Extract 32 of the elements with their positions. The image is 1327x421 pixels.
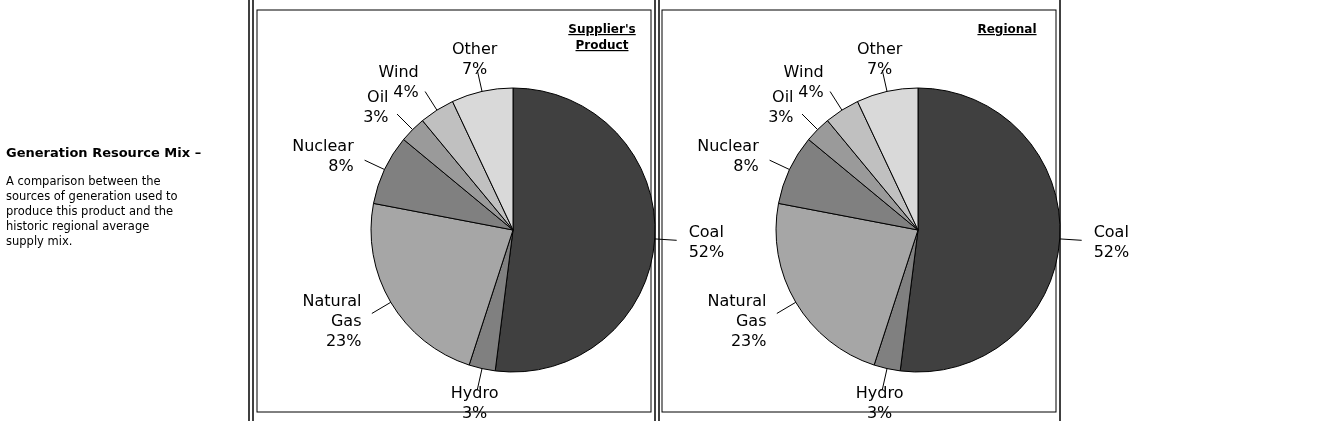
data-label: 7% [461, 59, 488, 79]
slice-label: Natural Gas [302, 290, 362, 330]
slice-label: Coal [688, 222, 724, 242]
data-label: 3% [363, 106, 389, 126]
data-label: 8% [733, 156, 759, 176]
slice-label: Nuclear [292, 136, 355, 156]
slice-label: Natural Gas [707, 290, 767, 330]
slice-label: Hydro [855, 382, 904, 402]
data-label: 8% [328, 156, 354, 176]
data-label: 23% [325, 330, 362, 350]
slice-label: Hydro [450, 382, 499, 402]
data-label: 7% [866, 59, 893, 79]
chart-title: Regional [977, 22, 1037, 36]
slice-label: Oil [367, 86, 389, 106]
data-label: 4% [393, 82, 419, 102]
text: Generation Resource Mix – [6, 145, 202, 160]
slice-label: Wind [378, 62, 419, 82]
slice-label: Nuclear [697, 136, 760, 156]
data-label: 3% [461, 402, 488, 421]
slice-label: Wind [783, 62, 824, 82]
data-label: 52% [688, 242, 725, 262]
data-label: 4% [798, 82, 824, 102]
chart-title: Supplier's Product [568, 22, 636, 52]
slice-label: Coal [1093, 222, 1129, 242]
text: A comparison between the sources of generation used to produce this product and the historic regional average supply mix. [6, 174, 178, 248]
slice-label: Other [856, 39, 903, 59]
data-label: 52% [1093, 242, 1130, 262]
data-label: 3% [866, 402, 893, 421]
slice-label: Oil [772, 86, 794, 106]
data-label: 3% [768, 106, 794, 126]
data-label: 23% [730, 330, 767, 350]
slice-label: Other [451, 39, 498, 59]
